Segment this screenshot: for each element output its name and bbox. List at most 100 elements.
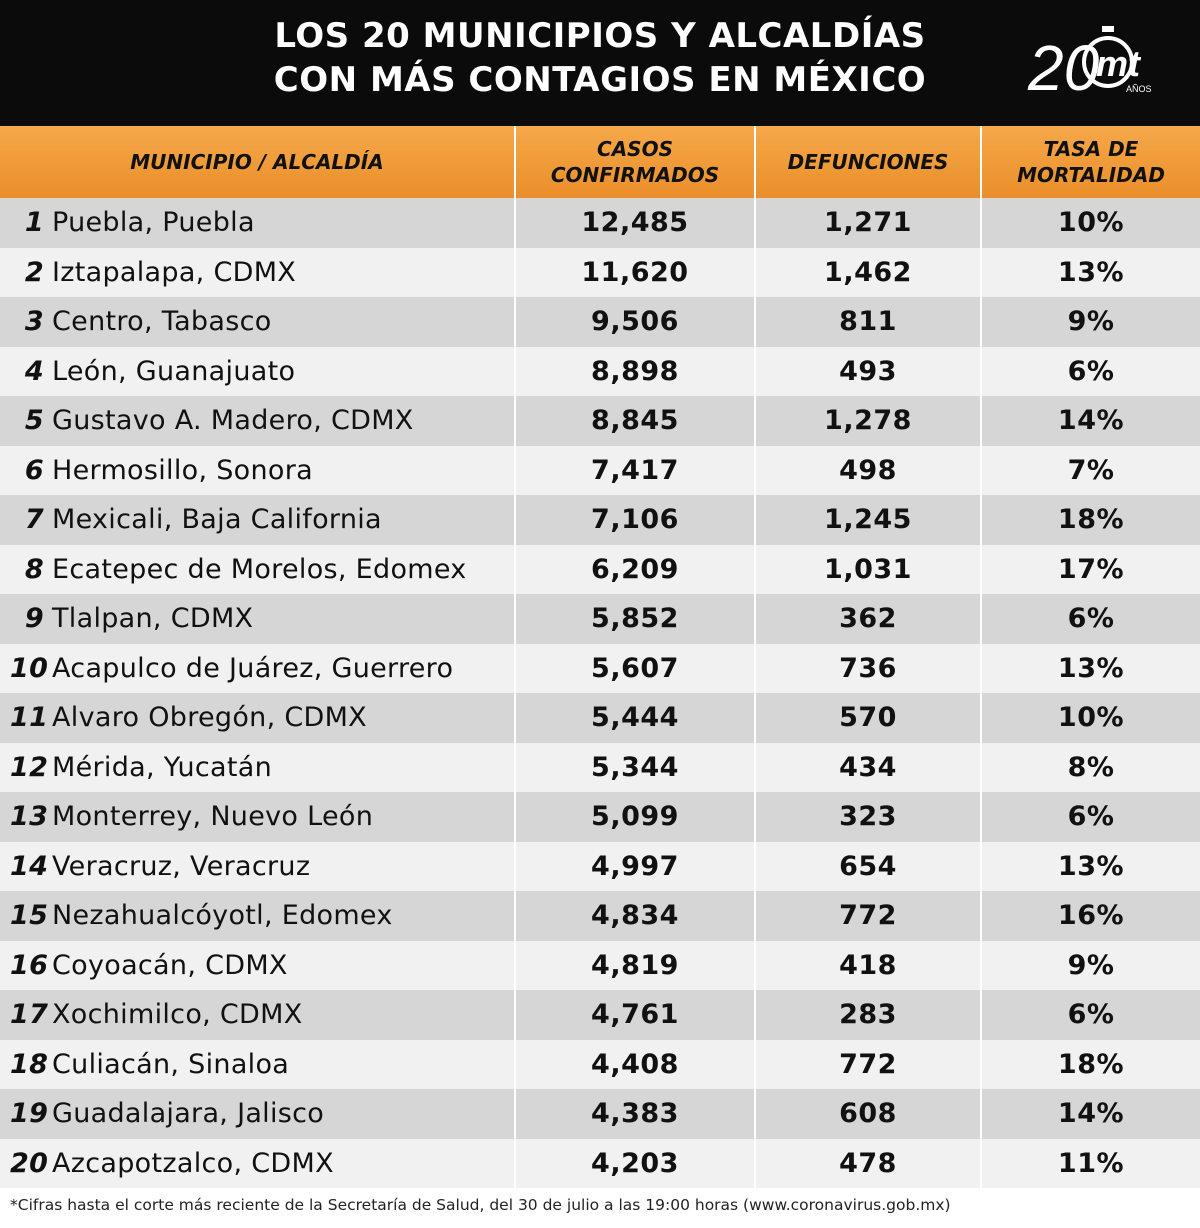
cell-name: Monterrey, Nuevo León bbox=[52, 801, 374, 833]
cell-defunciones: 434 bbox=[755, 742, 982, 792]
cell-rank: 15 bbox=[10, 900, 49, 932]
cell-tasa: 13% bbox=[981, 643, 1200, 693]
cell-rank: 6 bbox=[24, 454, 44, 486]
table-row: 11 Alvaro Obregón, CDMX 5,444 570 10% bbox=[0, 693, 1200, 743]
table-row: 4 León, Guanajuato 8,898 493 6% bbox=[0, 346, 1200, 396]
cell-tasa: 10% bbox=[981, 693, 1200, 743]
cell-tasa: 17% bbox=[981, 544, 1200, 594]
cell-municipio: 1 Puebla, Puebla bbox=[0, 198, 516, 248]
cell-tasa: 14% bbox=[981, 396, 1200, 446]
table-row: 2 Iztapalapa, CDMX 11,620 1,462 13% bbox=[0, 247, 1200, 297]
cell-tasa: 18% bbox=[981, 495, 1200, 545]
cell-municipio: 19 Guadalajara, Jalisco bbox=[0, 1089, 516, 1139]
cell-casos: 7,106 bbox=[515, 495, 756, 545]
cell-defunciones: 362 bbox=[755, 594, 982, 644]
cell-defunciones: 478 bbox=[755, 1138, 982, 1188]
cell-tasa: 9% bbox=[981, 940, 1200, 990]
cell-municipio: 20 Azcapotzalco, CDMX bbox=[0, 1138, 516, 1188]
cell-casos: 8,845 bbox=[515, 396, 756, 446]
cell-defunciones: 772 bbox=[755, 1039, 982, 1089]
cell-name: Iztapalapa, CDMX bbox=[52, 256, 297, 288]
cell-casos: 5,607 bbox=[515, 643, 756, 693]
cell-name: Nezahualcóyotl, Edomex bbox=[52, 900, 393, 932]
table-row: 1 Puebla, Puebla 12,485 1,271 10% bbox=[0, 198, 1200, 248]
cell-casos: 9,506 bbox=[515, 297, 756, 347]
cell-defunciones: 1,462 bbox=[755, 247, 982, 297]
table-row: 16 Coyoacán, CDMX 4,819 418 9% bbox=[0, 940, 1200, 990]
logo-number: 20 bbox=[1027, 32, 1100, 102]
cell-defunciones: 608 bbox=[755, 1089, 982, 1139]
cell-rank: 2 bbox=[24, 256, 44, 288]
cell-municipio: 15 Nezahualcóyotl, Edomex bbox=[0, 891, 516, 941]
cell-name: Hermosillo, Sonora bbox=[52, 454, 313, 486]
logo-text: mt bbox=[1096, 43, 1142, 84]
cell-rank: 10 bbox=[10, 652, 49, 684]
cell-tasa: 6% bbox=[981, 346, 1200, 396]
cell-name: Ecatepec de Morelos, Edomex bbox=[52, 553, 467, 585]
cell-tasa: 6% bbox=[981, 990, 1200, 1040]
cell-tasa: 9% bbox=[981, 297, 1200, 347]
cell-municipio: 2 Iztapalapa, CDMX bbox=[0, 247, 516, 297]
cell-rank: 9 bbox=[24, 603, 44, 635]
cell-tasa: 16% bbox=[981, 891, 1200, 941]
cell-municipio: 3 Centro, Tabasco bbox=[0, 297, 516, 347]
cell-defunciones: 493 bbox=[755, 346, 982, 396]
cell-tasa: 6% bbox=[981, 792, 1200, 842]
cell-rank: 5 bbox=[24, 405, 44, 437]
cell-municipio: 11 Alvaro Obregón, CDMX bbox=[0, 693, 516, 743]
cell-casos: 11,620 bbox=[515, 247, 756, 297]
cell-name: Coyoacán, CDMX bbox=[52, 949, 288, 981]
cell-defunciones: 323 bbox=[755, 792, 982, 842]
page-title: LOS 20 MUNICIPIOS Y ALCALDÍAS CON MÁS CO… bbox=[0, 14, 1200, 102]
footnote: *Cifras hasta el corte más reciente de l… bbox=[10, 1196, 951, 1214]
cell-tasa: 10% bbox=[981, 198, 1200, 248]
cell-rank: 7 bbox=[24, 504, 44, 536]
cell-name: Acapulco de Juárez, Guerrero bbox=[52, 652, 454, 684]
cell-defunciones: 772 bbox=[755, 891, 982, 941]
cell-defunciones: 1,278 bbox=[755, 396, 982, 446]
table-row: 10 Acapulco de Juárez, Guerrero 5,607 736 13… bbox=[0, 643, 1200, 693]
logo-sub: AÑOS bbox=[1126, 84, 1152, 94]
cell-rank: 8 bbox=[24, 553, 44, 585]
cell-tasa: 7% bbox=[981, 445, 1200, 495]
cell-municipio: 13 Monterrey, Nuevo León bbox=[0, 792, 516, 842]
table-row: 20 Azcapotzalco, CDMX 4,203 478 11% bbox=[0, 1138, 1200, 1188]
cell-casos: 4,761 bbox=[515, 990, 756, 1040]
table-row: 12 Mérida, Yucatán 5,344 434 8% bbox=[0, 742, 1200, 792]
cell-municipio: 9 Tlalpan, CDMX bbox=[0, 594, 516, 644]
cell-casos: 4,997 bbox=[515, 841, 756, 891]
header-bar: LOS 20 MUNICIPIOS Y ALCALDÍAS CON MÁS CO… bbox=[0, 0, 1200, 126]
column-header-defunciones: DEFUNCIONES bbox=[755, 126, 982, 198]
cell-name: Culiacán, Sinaloa bbox=[52, 1048, 290, 1080]
cell-name: Gustavo A. Madero, CDMX bbox=[52, 405, 414, 437]
cell-name: Centro, Tabasco bbox=[52, 306, 272, 338]
cell-rank: 12 bbox=[10, 751, 49, 783]
cell-rank: 1 bbox=[24, 207, 44, 239]
cell-name: Mexicali, Baja California bbox=[52, 504, 382, 536]
cell-tasa: 13% bbox=[981, 841, 1200, 891]
cell-tasa: 6% bbox=[981, 594, 1200, 644]
cell-rank: 19 bbox=[10, 1098, 49, 1130]
table-row: 5 Gustavo A. Madero, CDMX 8,845 1,278 14% bbox=[0, 396, 1200, 446]
cell-name: Tlalpan, CDMX bbox=[52, 603, 254, 635]
cell-casos: 8,898 bbox=[515, 346, 756, 396]
cell-name: Alvaro Obregón, CDMX bbox=[52, 702, 367, 734]
title-line-2: CON MÁS CONTAGIOS EN MÉXICO bbox=[273, 60, 927, 100]
table-row: 9 Tlalpan, CDMX 5,852 362 6% bbox=[0, 594, 1200, 644]
cell-municipio: 8 Ecatepec de Morelos, Edomex bbox=[0, 544, 516, 594]
table-row: 18 Culiacán, Sinaloa 4,408 772 18% bbox=[0, 1039, 1200, 1089]
cell-defunciones: 1,245 bbox=[755, 495, 982, 545]
cell-name: Xochimilco, CDMX bbox=[52, 999, 303, 1031]
cell-rank: 14 bbox=[10, 850, 49, 882]
cell-casos: 4,203 bbox=[515, 1138, 756, 1188]
column-header-tasa: TASA DE MORTALIDAD bbox=[981, 126, 1200, 198]
cell-rank: 3 bbox=[24, 306, 44, 338]
cell-municipio: 7 Mexicali, Baja California bbox=[0, 495, 516, 545]
cell-defunciones: 811 bbox=[755, 297, 982, 347]
cell-municipio: 14 Veracruz, Veracruz bbox=[0, 841, 516, 891]
title-line-1: LOS 20 MUNICIPIOS Y ALCALDÍAS bbox=[274, 16, 926, 56]
cell-municipio: 18 Culiacán, Sinaloa bbox=[0, 1039, 516, 1089]
cell-defunciones: 736 bbox=[755, 643, 982, 693]
cell-name: León, Guanajuato bbox=[52, 355, 296, 387]
cell-defunciones: 654 bbox=[755, 841, 982, 891]
